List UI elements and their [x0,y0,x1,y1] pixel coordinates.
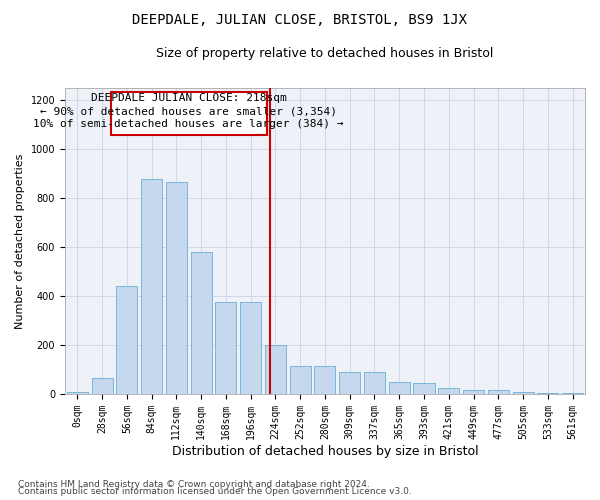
Text: ← 90% of detached houses are smaller (3,354): ← 90% of detached houses are smaller (3,… [40,106,337,116]
X-axis label: Distribution of detached houses by size in Bristol: Distribution of detached houses by size … [172,444,478,458]
Bar [111,92,267,134]
Bar [166,182,187,394]
Bar [364,372,385,394]
Bar [141,178,162,394]
Text: Contains HM Land Registry data © Crown copyright and database right 2024.: Contains HM Land Registry data © Crown c… [18,480,370,489]
Bar [339,372,360,394]
Y-axis label: Number of detached properties: Number of detached properties [15,154,25,328]
Bar [538,392,559,394]
Bar [488,390,509,394]
Bar [215,302,236,394]
Bar [389,382,410,394]
Text: DEEPDALE JULIAN CLOSE: 218sqm: DEEPDALE JULIAN CLOSE: 218sqm [91,93,287,103]
Bar [314,366,335,394]
Bar [265,345,286,394]
Bar [463,390,484,394]
Title: Size of property relative to detached houses in Bristol: Size of property relative to detached ho… [156,48,494,60]
Bar [67,392,88,394]
Bar [290,366,311,394]
Bar [512,392,533,394]
Bar [438,388,460,394]
Bar [92,378,113,394]
Bar [413,383,434,394]
Bar [240,302,261,394]
Text: Contains public sector information licensed under the Open Government Licence v3: Contains public sector information licen… [18,488,412,496]
Text: 10% of semi-detached houses are larger (384) →: 10% of semi-detached houses are larger (… [34,119,344,129]
Bar [116,286,137,394]
Bar [191,252,212,394]
Text: DEEPDALE, JULIAN CLOSE, BRISTOL, BS9 1JX: DEEPDALE, JULIAN CLOSE, BRISTOL, BS9 1JX [133,12,467,26]
Bar [562,392,583,394]
